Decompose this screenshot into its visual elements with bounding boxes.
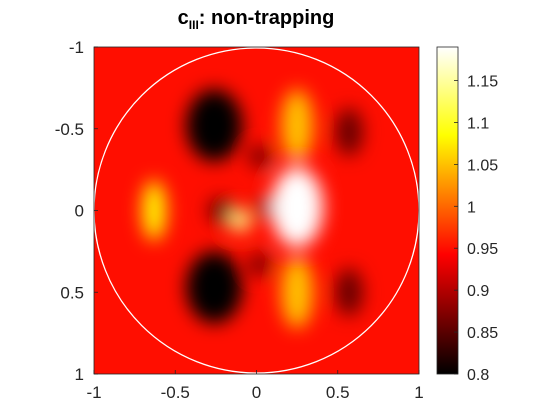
x-tick-label: 0 xyxy=(252,383,261,402)
heatmap-feature xyxy=(229,209,252,232)
chart-title-rest: : non-trapping xyxy=(199,7,335,29)
chart-title: cIII: non-trapping xyxy=(178,7,335,32)
x-axis: -1 -0.5 0 0.5 1 xyxy=(86,370,424,402)
heatmap-feature xyxy=(247,252,272,277)
colorbar-tick-label: 0.8 xyxy=(467,367,489,384)
heatmap-feature xyxy=(186,89,243,162)
heatmap-feature xyxy=(281,89,314,162)
heatmap-features xyxy=(142,89,364,329)
heatmap-feature xyxy=(271,167,324,248)
colorbar-tick-label: 1.15 xyxy=(467,74,498,91)
heatmap-feature xyxy=(186,251,243,324)
colorbar-tick-label: 1 xyxy=(467,199,476,216)
chart-title-main: c xyxy=(178,7,189,29)
plot-area xyxy=(94,47,419,374)
x-tick-label: -0.5 xyxy=(161,383,190,402)
colorbar-tick-label: 0.85 xyxy=(467,325,498,342)
colorbar-tick-label: 1.1 xyxy=(467,115,489,132)
y-tick-label: 1 xyxy=(75,365,84,384)
heatmap-feature xyxy=(247,144,272,169)
y-tick-label: 0.5 xyxy=(60,283,84,302)
chart-title-subscript: III xyxy=(189,18,199,32)
heatmap-feature xyxy=(207,197,234,224)
heatmap-feature xyxy=(255,198,274,217)
heatmap-feature xyxy=(142,180,167,241)
y-axis: -1 -0.5 0 0.5 1 xyxy=(55,38,98,384)
heatmap-feature xyxy=(281,256,314,329)
y-tick-label: 0 xyxy=(75,202,84,221)
colorbar-ticks: 0.8 0.85 0.9 0.95 1 1.05 1.1 1.15 xyxy=(454,74,498,384)
colorbar-tick-label: 0.95 xyxy=(467,241,498,258)
heatmap-feature xyxy=(335,268,364,317)
colorbar-tick-label: 1.05 xyxy=(467,157,498,174)
x-tick-label: -1 xyxy=(86,383,101,402)
y-tick-label: -0.5 xyxy=(55,120,84,139)
colorbar xyxy=(436,46,459,375)
x-tick-label: 1 xyxy=(414,383,423,402)
colorbar-tick-label: 0.9 xyxy=(467,283,489,300)
x-tick-label: 0.5 xyxy=(326,383,350,402)
heatmap-feature xyxy=(335,108,364,157)
y-tick-label: -1 xyxy=(69,38,84,57)
